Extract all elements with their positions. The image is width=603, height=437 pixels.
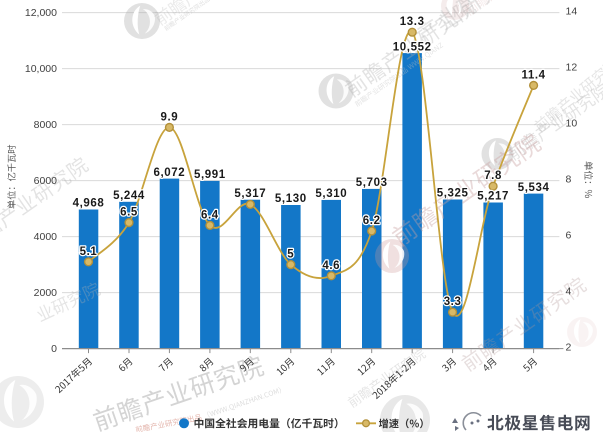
svg-text:7.8: 7.8 [484, 170, 502, 182]
svg-text:5,317: 5,317 [234, 188, 266, 200]
svg-text:4,968: 4,968 [73, 198, 105, 210]
svg-text:5,310: 5,310 [315, 188, 347, 200]
svg-text:5,534: 5,534 [518, 182, 550, 194]
svg-text:13.3: 13.3 [400, 16, 425, 28]
svg-text:5,991: 5,991 [194, 169, 226, 181]
svg-text:8: 8 [566, 173, 572, 185]
svg-text:6.2: 6.2 [363, 215, 381, 227]
svg-text:4000: 4000 [34, 231, 58, 243]
svg-text:5,244: 5,244 [113, 190, 145, 202]
svg-text:5: 5 [287, 249, 294, 261]
svg-text:5,703: 5,703 [356, 177, 388, 189]
svg-text:14: 14 [566, 5, 578, 17]
svg-text:6.5: 6.5 [120, 207, 138, 219]
svg-text:6000: 6000 [34, 175, 58, 187]
svg-text:6,072: 6,072 [154, 167, 186, 179]
svg-text:0: 0 [51, 343, 57, 355]
svg-text:6.4: 6.4 [201, 209, 219, 221]
svg-text:12: 12 [566, 61, 578, 73]
svg-text:11.4: 11.4 [522, 69, 546, 81]
svg-text:6: 6 [566, 229, 572, 241]
svg-text:4.6: 4.6 [322, 260, 340, 272]
svg-text:5,130: 5,130 [275, 193, 307, 205]
svg-text:12,000: 12,000 [25, 7, 57, 19]
svg-text:2000: 2000 [34, 287, 58, 299]
svg-text:3.3: 3.3 [444, 296, 462, 308]
svg-text:9.9: 9.9 [161, 111, 179, 123]
svg-text:2: 2 [566, 341, 572, 353]
svg-text:8000: 8000 [34, 119, 58, 131]
svg-text:5,325: 5,325 [437, 188, 469, 200]
svg-text:5.1: 5.1 [80, 246, 98, 258]
svg-text:10,552: 10,552 [393, 41, 432, 53]
svg-text:10,000: 10,000 [25, 63, 57, 75]
svg-text:4: 4 [566, 285, 572, 297]
svg-text:5,217: 5,217 [477, 191, 509, 203]
svg-text:10: 10 [566, 117, 578, 129]
